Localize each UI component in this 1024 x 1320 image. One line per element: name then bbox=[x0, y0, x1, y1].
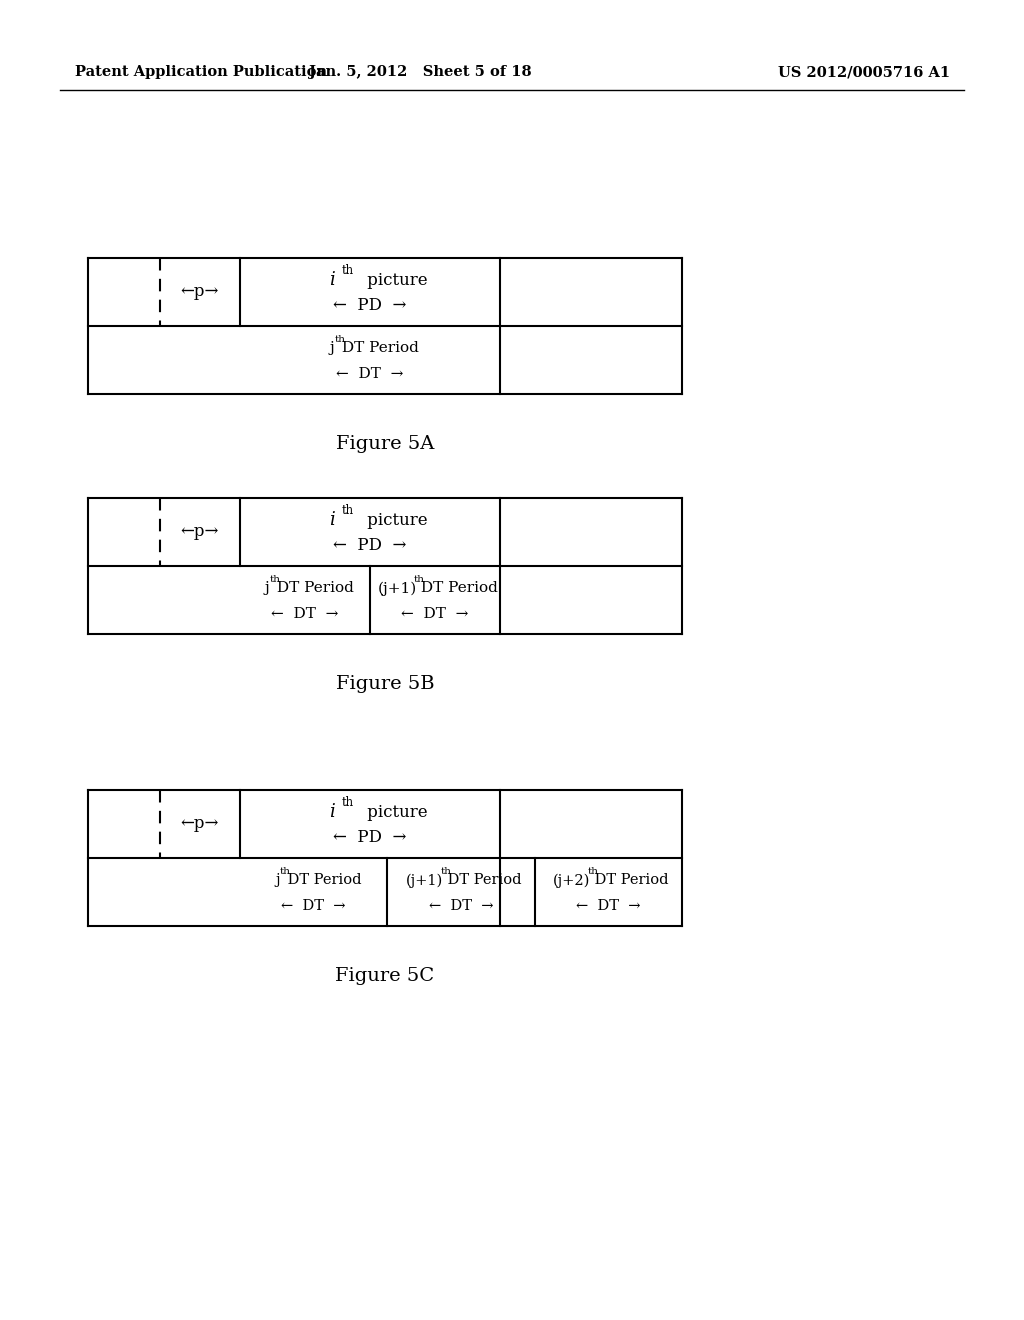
Text: j: j bbox=[264, 581, 269, 595]
Text: Figure 5A: Figure 5A bbox=[336, 436, 434, 453]
Text: i: i bbox=[329, 272, 335, 289]
Text: ←  DT  →: ← DT → bbox=[577, 899, 641, 912]
Text: i: i bbox=[329, 511, 335, 529]
Text: ←  PD  →: ← PD → bbox=[334, 297, 407, 314]
Text: DT Period: DT Period bbox=[590, 874, 669, 887]
Text: DT Period: DT Period bbox=[272, 581, 354, 595]
Text: j: j bbox=[274, 874, 280, 887]
Text: Jan. 5, 2012   Sheet 5 of 18: Jan. 5, 2012 Sheet 5 of 18 bbox=[308, 65, 531, 79]
Text: DT Period: DT Period bbox=[283, 874, 361, 887]
Text: j: j bbox=[330, 342, 335, 355]
Text: ←  DT  →: ← DT → bbox=[336, 367, 403, 380]
Text: picture: picture bbox=[362, 272, 428, 289]
Text: th: th bbox=[280, 867, 291, 876]
Text: DT Period: DT Period bbox=[443, 874, 521, 887]
Text: ←p→: ←p→ bbox=[181, 524, 219, 540]
Text: (j+1): (j+1) bbox=[378, 581, 417, 595]
Text: th: th bbox=[440, 867, 452, 876]
Text: Figure 5C: Figure 5C bbox=[336, 968, 434, 985]
Text: th: th bbox=[342, 264, 354, 277]
Text: DT Period: DT Period bbox=[416, 581, 498, 595]
Text: i: i bbox=[329, 804, 335, 821]
Text: ←  DT  →: ← DT → bbox=[401, 607, 469, 620]
Text: (j+1): (j+1) bbox=[406, 874, 443, 887]
Text: ←p→: ←p→ bbox=[181, 816, 219, 833]
Text: US 2012/0005716 A1: US 2012/0005716 A1 bbox=[778, 65, 950, 79]
Text: th: th bbox=[342, 796, 354, 809]
Text: th: th bbox=[335, 335, 346, 345]
Text: th: th bbox=[414, 576, 425, 583]
Text: ←p→: ←p→ bbox=[181, 284, 219, 301]
Text: th: th bbox=[588, 867, 599, 876]
Text: th: th bbox=[342, 504, 354, 517]
Text: picture: picture bbox=[362, 512, 428, 529]
Text: Patent Application Publication: Patent Application Publication bbox=[75, 65, 327, 79]
Text: ←  DT  →: ← DT → bbox=[429, 899, 494, 912]
Text: DT Period: DT Period bbox=[337, 342, 419, 355]
Text: ←  DT  →: ← DT → bbox=[271, 607, 339, 620]
Text: Figure 5B: Figure 5B bbox=[336, 675, 434, 693]
Text: (j+2): (j+2) bbox=[553, 874, 591, 887]
Text: ←  PD  →: ← PD → bbox=[334, 829, 407, 846]
Text: ←  DT  →: ← DT → bbox=[282, 899, 346, 912]
Text: ←  PD  →: ← PD → bbox=[334, 537, 407, 554]
Text: th: th bbox=[270, 576, 281, 583]
Text: picture: picture bbox=[362, 804, 428, 821]
